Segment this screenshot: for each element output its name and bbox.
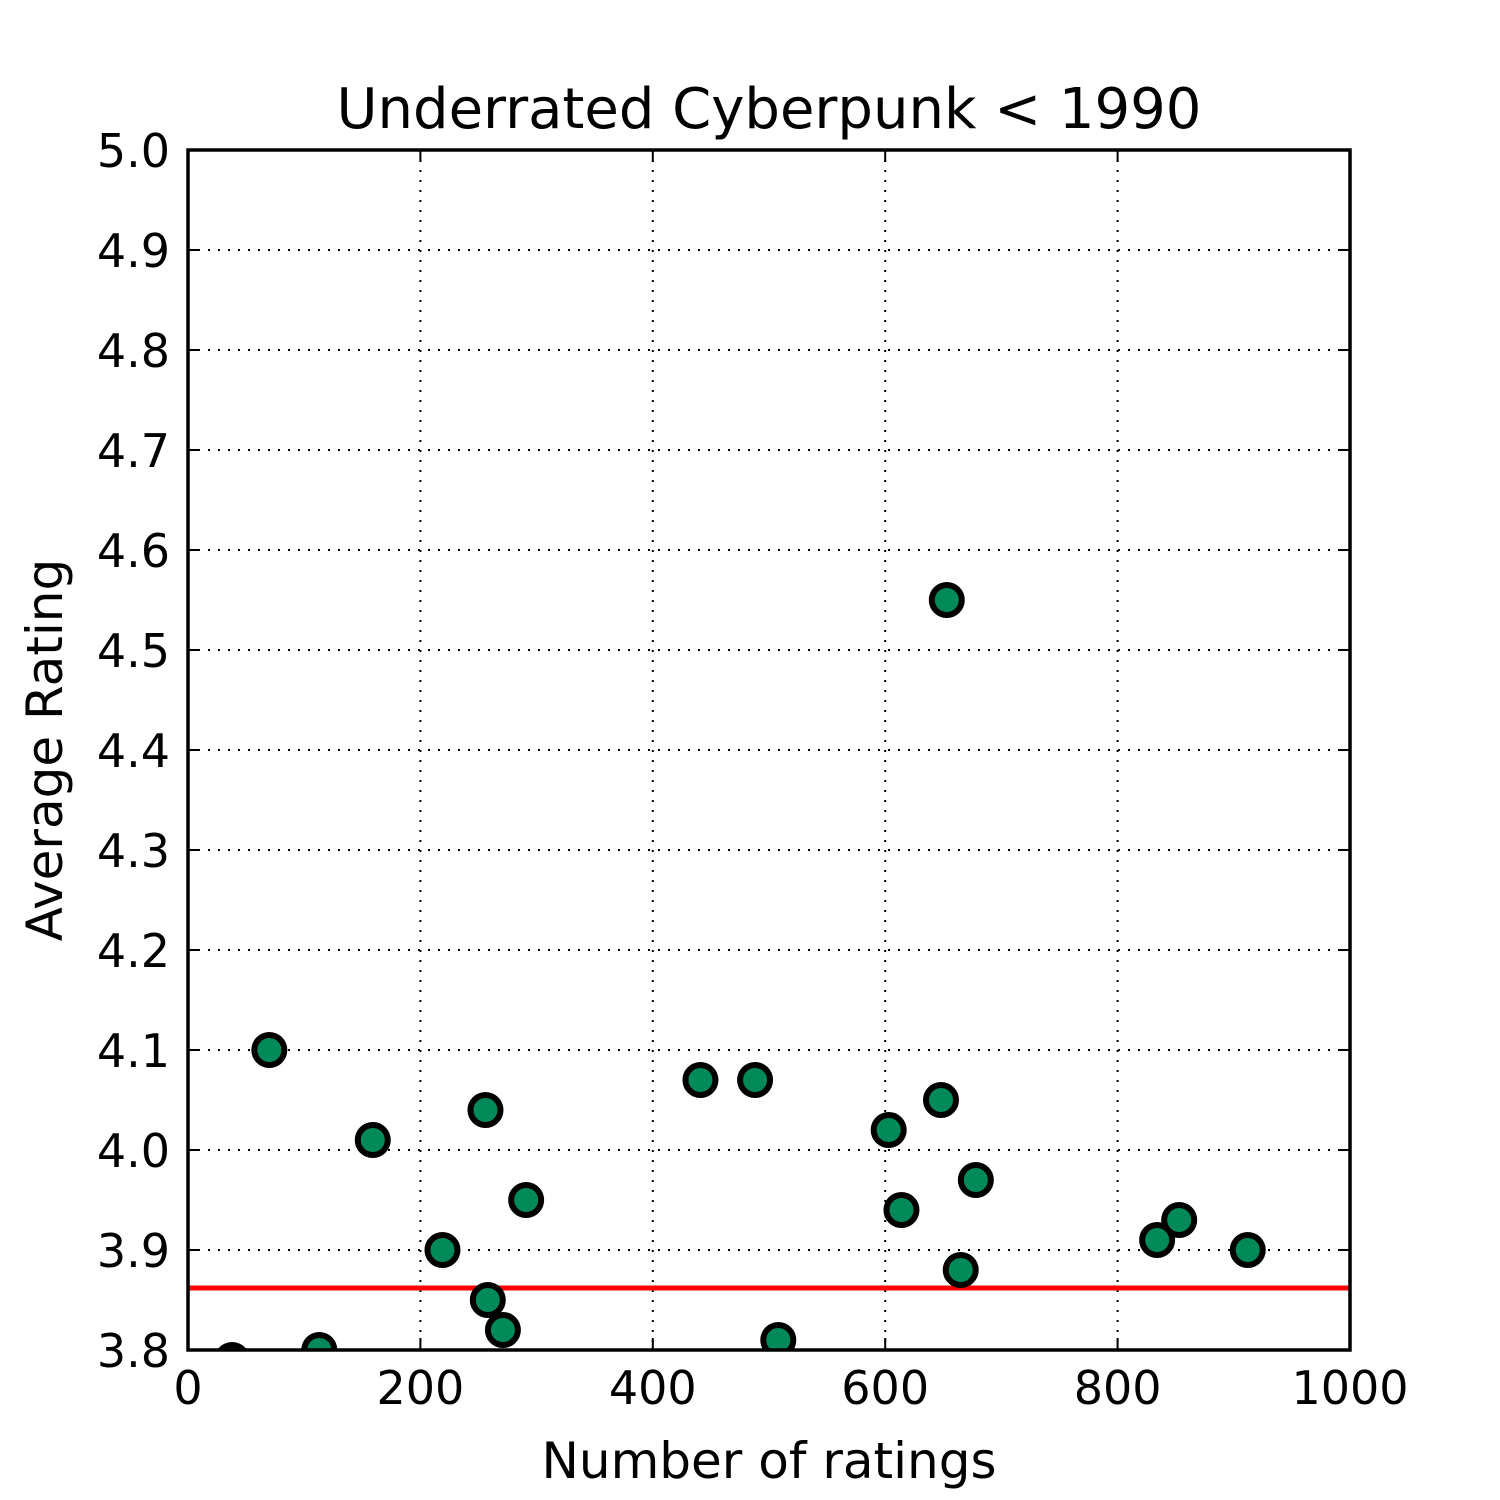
data-point [928, 582, 965, 618]
data-point [942, 1252, 979, 1288]
data-point [760, 1322, 797, 1350]
y-tick-label: 4.1 [97, 1024, 170, 1078]
data-point [508, 1182, 545, 1218]
x-tick-label: 1000 [1291, 1361, 1408, 1415]
data-point [424, 1232, 461, 1268]
plot-frame [186, 148, 1352, 1352]
data-point [682, 1062, 719, 1098]
x-tick-label: 600 [841, 1361, 929, 1415]
data-point [922, 1082, 959, 1118]
x-tick-label: 800 [1074, 1361, 1162, 1415]
data-point [1161, 1202, 1198, 1238]
data-point [1229, 1232, 1266, 1268]
data-point [469, 1282, 506, 1318]
data-point [883, 1192, 920, 1228]
y-tick-label: 4.4 [97, 724, 170, 778]
y-tick-label: 4.2 [97, 924, 170, 978]
y-tick-label: 4.7 [97, 424, 170, 478]
y-tick-label: 4.5 [97, 624, 170, 678]
x-tick-label: 400 [609, 1361, 697, 1415]
x-tick-label: 200 [376, 1361, 464, 1415]
y-tick-label: 3.9 [97, 1224, 170, 1278]
data-point [484, 1312, 521, 1348]
y-tick-label: 4.0 [97, 1124, 170, 1178]
data-points [217, 582, 1266, 1350]
y-tick-labels: 3.8 3.9 4.0 4.1 4.2 4.3 4.4 4.5 4.6 4.7 4.8 4.9 5.0 [97, 124, 170, 1378]
y-tick-label: 3.8 [97, 1324, 170, 1378]
data-point [251, 1032, 288, 1068]
x-tick-labels: 0 200 400 600 800 1000 [173, 1361, 1408, 1415]
y-tick-label: 4.9 [97, 224, 170, 278]
data-point [467, 1092, 504, 1128]
y-tick-label: 4.6 [97, 524, 170, 578]
data-point [1139, 1222, 1176, 1258]
data-point [354, 1122, 391, 1158]
data-point [870, 1112, 907, 1148]
y-tick-label: 5.0 [97, 124, 170, 178]
chart-title: Underrated Cyberpunk < 1990 [337, 77, 1202, 142]
grid [188, 150, 1350, 1350]
x-axis-label: Number of ratings [541, 1432, 996, 1490]
y-tick-label: 4.3 [97, 824, 170, 878]
data-point [301, 1332, 338, 1350]
data-point [957, 1162, 994, 1198]
data-point [737, 1062, 774, 1098]
y-tick-label: 4.8 [97, 324, 170, 378]
x-tick-label: 0 [173, 1361, 202, 1415]
y-axis-label: Average Rating [16, 559, 74, 941]
